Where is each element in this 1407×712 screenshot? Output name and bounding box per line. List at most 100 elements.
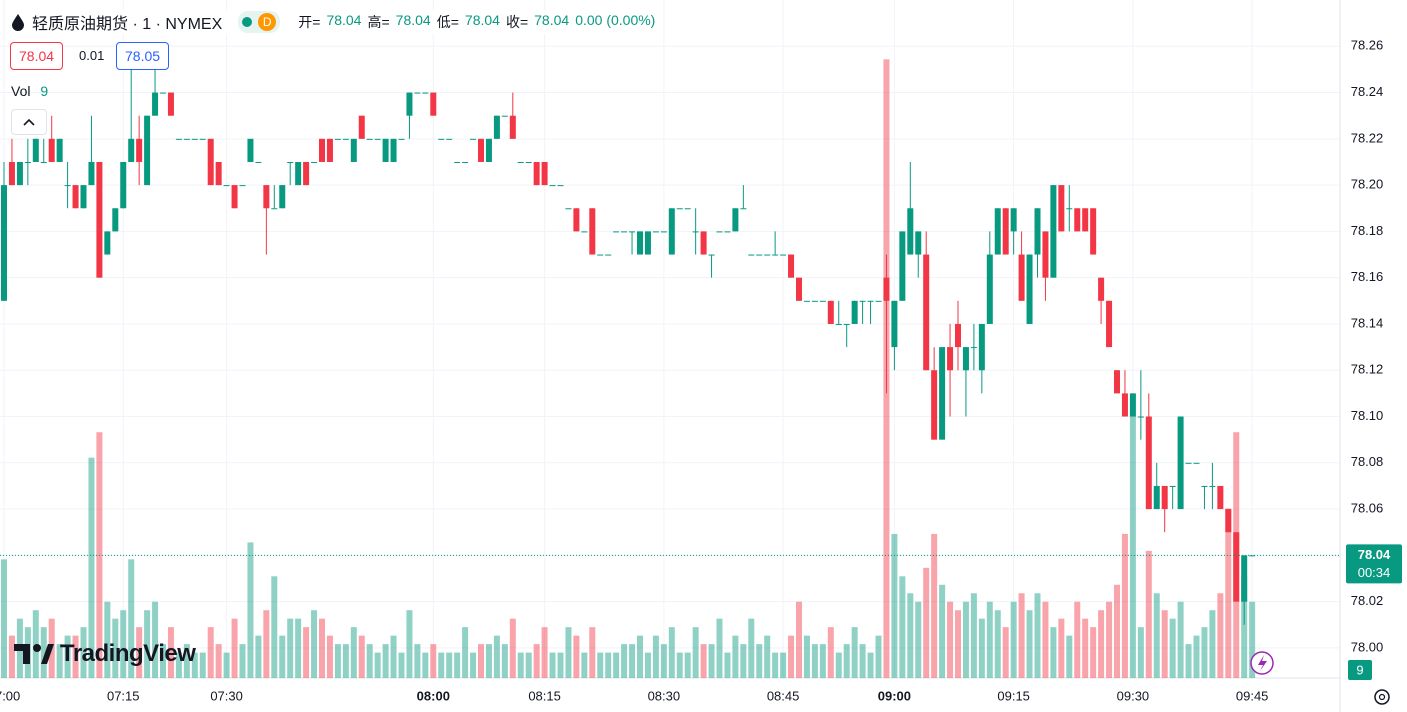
candle-body bbox=[796, 277, 802, 301]
candle-body bbox=[1241, 555, 1248, 602]
volume-bar bbox=[1121, 533, 1128, 678]
volume-bar bbox=[199, 652, 206, 678]
candle-body bbox=[748, 254, 755, 256]
candle-body bbox=[1002, 208, 1009, 255]
bid[interactable]: 78.04 bbox=[10, 42, 64, 70]
volume-bar bbox=[1249, 601, 1256, 678]
candle-body bbox=[80, 185, 87, 209]
symbol[interactable]: 轻质原油期货 · 1 · NYMEX bbox=[32, 16, 223, 33]
candle-body bbox=[152, 92, 159, 116]
volume-bar bbox=[716, 618, 723, 678]
volume-bar bbox=[668, 627, 675, 678]
collapse-button[interactable] bbox=[11, 109, 47, 135]
candle-body bbox=[1161, 485, 1168, 510]
volume-bar bbox=[255, 635, 262, 678]
volume-bar bbox=[56, 644, 63, 678]
volume-bar bbox=[565, 627, 572, 678]
candle-body bbox=[1129, 393, 1136, 417]
volume-bar bbox=[629, 644, 636, 678]
volume-bar bbox=[160, 644, 166, 678]
candle-body bbox=[732, 208, 739, 232]
volume-bar bbox=[573, 635, 580, 678]
candle-body bbox=[88, 161, 95, 186]
settings-icon bbox=[1374, 689, 1390, 705]
volume-bar bbox=[748, 618, 755, 678]
volume-bar bbox=[1034, 593, 1041, 678]
volume-bar bbox=[827, 627, 834, 678]
volume-bar bbox=[692, 627, 699, 678]
candle-body bbox=[875, 300, 882, 302]
candle-body bbox=[1137, 416, 1144, 418]
candle-body bbox=[668, 208, 675, 255]
candle-body bbox=[144, 115, 151, 186]
volume-bar bbox=[700, 644, 707, 678]
volume-bar bbox=[342, 644, 349, 678]
candle-body bbox=[239, 185, 246, 187]
candle-body bbox=[334, 138, 341, 140]
candle-body bbox=[1249, 555, 1256, 557]
volume-bar bbox=[1241, 576, 1248, 678]
candle-body bbox=[525, 161, 532, 163]
volume-bar bbox=[652, 635, 659, 678]
volume-bar bbox=[350, 627, 357, 678]
volume-bar bbox=[764, 635, 771, 678]
y-tick-label: 78.24 bbox=[1351, 84, 1384, 99]
volume-bar bbox=[1106, 601, 1113, 678]
volume-bar bbox=[557, 652, 564, 678]
candle-body bbox=[485, 138, 492, 162]
candle-body bbox=[1050, 185, 1057, 278]
volume-bar bbox=[907, 593, 914, 678]
volume-bar bbox=[867, 652, 874, 678]
change: 0.00 (0.00%) bbox=[575, 12, 656, 28]
volume-bar bbox=[485, 644, 492, 678]
volume-bar bbox=[1161, 610, 1168, 678]
candle-body bbox=[1026, 254, 1033, 324]
candle-body bbox=[64, 185, 71, 187]
candle-body bbox=[1217, 485, 1224, 510]
logo-mark bbox=[14, 644, 54, 664]
candle-body bbox=[708, 254, 715, 256]
candle-body bbox=[1177, 416, 1184, 510]
volume-bar bbox=[398, 652, 405, 678]
candle-body bbox=[470, 138, 477, 140]
candle-body bbox=[398, 138, 405, 140]
volume-bar bbox=[279, 635, 286, 678]
candle-body bbox=[581, 231, 588, 233]
x-tick-label: 09:00 bbox=[878, 688, 911, 703]
candle-body bbox=[1058, 185, 1065, 232]
candle-body bbox=[517, 161, 524, 163]
y-tick-label: 78.14 bbox=[1351, 315, 1384, 330]
candle-body bbox=[565, 208, 572, 210]
volume-bar bbox=[923, 567, 930, 678]
volume-legend-value: 9 bbox=[40, 83, 49, 99]
volume-bar bbox=[358, 635, 365, 678]
volume-bar bbox=[326, 635, 333, 678]
volume-legend-label: Vol bbox=[11, 83, 31, 99]
candle-body bbox=[1233, 532, 1240, 602]
volume-bar bbox=[144, 610, 151, 678]
candle-body bbox=[621, 231, 628, 233]
x-tick-label: 08:00 bbox=[417, 688, 450, 703]
candle-body bbox=[167, 92, 174, 116]
volume-bar bbox=[589, 627, 596, 678]
candle-body bbox=[1082, 208, 1089, 232]
volume-bar bbox=[819, 644, 826, 678]
candle-body bbox=[136, 138, 143, 162]
volume-bar bbox=[120, 610, 127, 678]
candle-body bbox=[819, 300, 826, 302]
candle-body bbox=[644, 231, 651, 255]
logo[interactable]: TradingView bbox=[14, 640, 196, 668]
x-tick-label: 07:30 bbox=[210, 688, 243, 703]
volume-bar bbox=[303, 627, 310, 678]
candle-body bbox=[589, 208, 596, 255]
volume-bar bbox=[581, 652, 588, 678]
candle-body bbox=[40, 161, 47, 163]
candle-body bbox=[533, 161, 540, 186]
y-tick-label: 78.00 bbox=[1351, 639, 1384, 654]
candle-body bbox=[811, 300, 818, 302]
candle-body bbox=[191, 138, 198, 140]
volume-bar bbox=[207, 627, 214, 678]
volume-bar bbox=[295, 618, 302, 678]
ask[interactable]: 78.05 bbox=[116, 42, 170, 70]
volume-bar bbox=[239, 644, 246, 678]
